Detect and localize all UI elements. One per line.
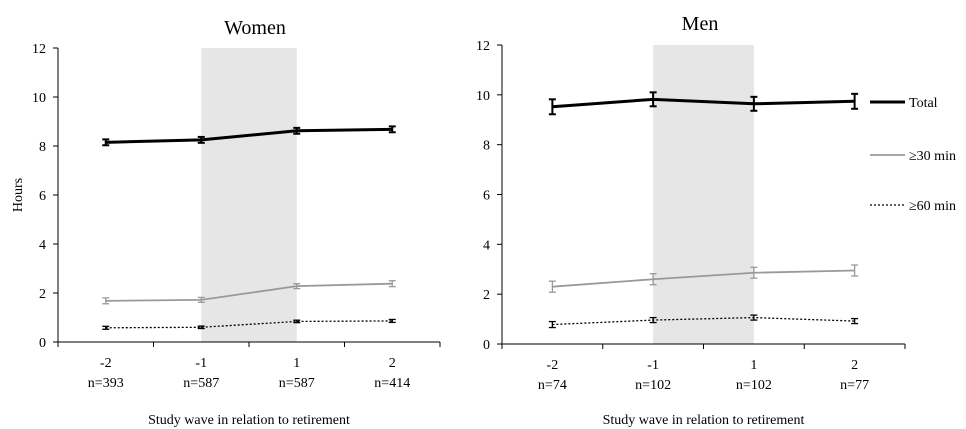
y-tick-label: 8 xyxy=(39,140,46,155)
series-line-60min xyxy=(552,316,855,326)
n-label: n=102 xyxy=(635,378,671,393)
y-tick-label: 12 xyxy=(32,42,46,57)
x-tick-label: -1 xyxy=(647,358,659,373)
shaded-region xyxy=(653,45,754,344)
men-panel: Men 0 2 4 6 8 10 12 -2 n=74 -1 n=102 1 n=102 2 n=77 Stud… xyxy=(476,13,906,428)
y-tick-label: 10 xyxy=(476,89,490,104)
n-label: n=414 xyxy=(374,376,410,391)
chart-title: Men xyxy=(682,13,719,35)
series-line-30min xyxy=(105,282,393,302)
x-tick-label: -2 xyxy=(100,356,112,371)
y-tick-label: 10 xyxy=(32,91,46,106)
women-panel: Women 0 2 4 6 8 10 12 -2 n=393 -1 n=587 1 n=587 2 n=414… xyxy=(11,17,441,428)
y-tick-label: 8 xyxy=(483,139,490,154)
series-line-total xyxy=(552,97,855,109)
y-tick-label: 6 xyxy=(39,189,46,204)
n-label: n=587 xyxy=(279,376,315,391)
x-axis-label: Study wave in relation to retirement xyxy=(603,413,805,428)
x-tick-label: 2 xyxy=(851,358,858,373)
legend-label: ≥60 min xyxy=(909,199,956,214)
y-axis-label: Hours xyxy=(11,178,26,212)
x-axis-label: Study wave in relation to retirement xyxy=(148,413,350,428)
y-tick-label: 12 xyxy=(476,39,490,54)
y-tick-label: 2 xyxy=(483,288,490,303)
y-tick-label: 4 xyxy=(483,238,490,253)
n-label: n=102 xyxy=(736,378,772,393)
y-tick-label: 0 xyxy=(39,336,46,351)
y-tick-label: 2 xyxy=(39,287,46,302)
x-tick-label: -2 xyxy=(547,358,559,373)
legend-label: ≥30 min xyxy=(909,149,956,164)
x-tick-label: 1 xyxy=(750,358,757,373)
legend: Total ≥30 min ≥60 min xyxy=(870,96,956,214)
n-label: n=74 xyxy=(538,378,567,393)
n-label: n=77 xyxy=(840,378,869,393)
x-tick-label: -1 xyxy=(195,356,207,371)
n-label: n=587 xyxy=(183,376,219,391)
chart-title: Women xyxy=(224,17,286,39)
x-tick-label: 2 xyxy=(389,356,396,371)
series-line-total xyxy=(105,127,393,144)
y-tick-label: 0 xyxy=(483,338,490,353)
x-tick-label: 1 xyxy=(293,356,300,371)
y-tick-label: 6 xyxy=(483,189,490,204)
y-tick-label: 4 xyxy=(39,238,46,253)
series-line-30min xyxy=(552,269,855,288)
n-label: n=393 xyxy=(88,376,124,391)
legend-label: Total xyxy=(909,96,938,111)
